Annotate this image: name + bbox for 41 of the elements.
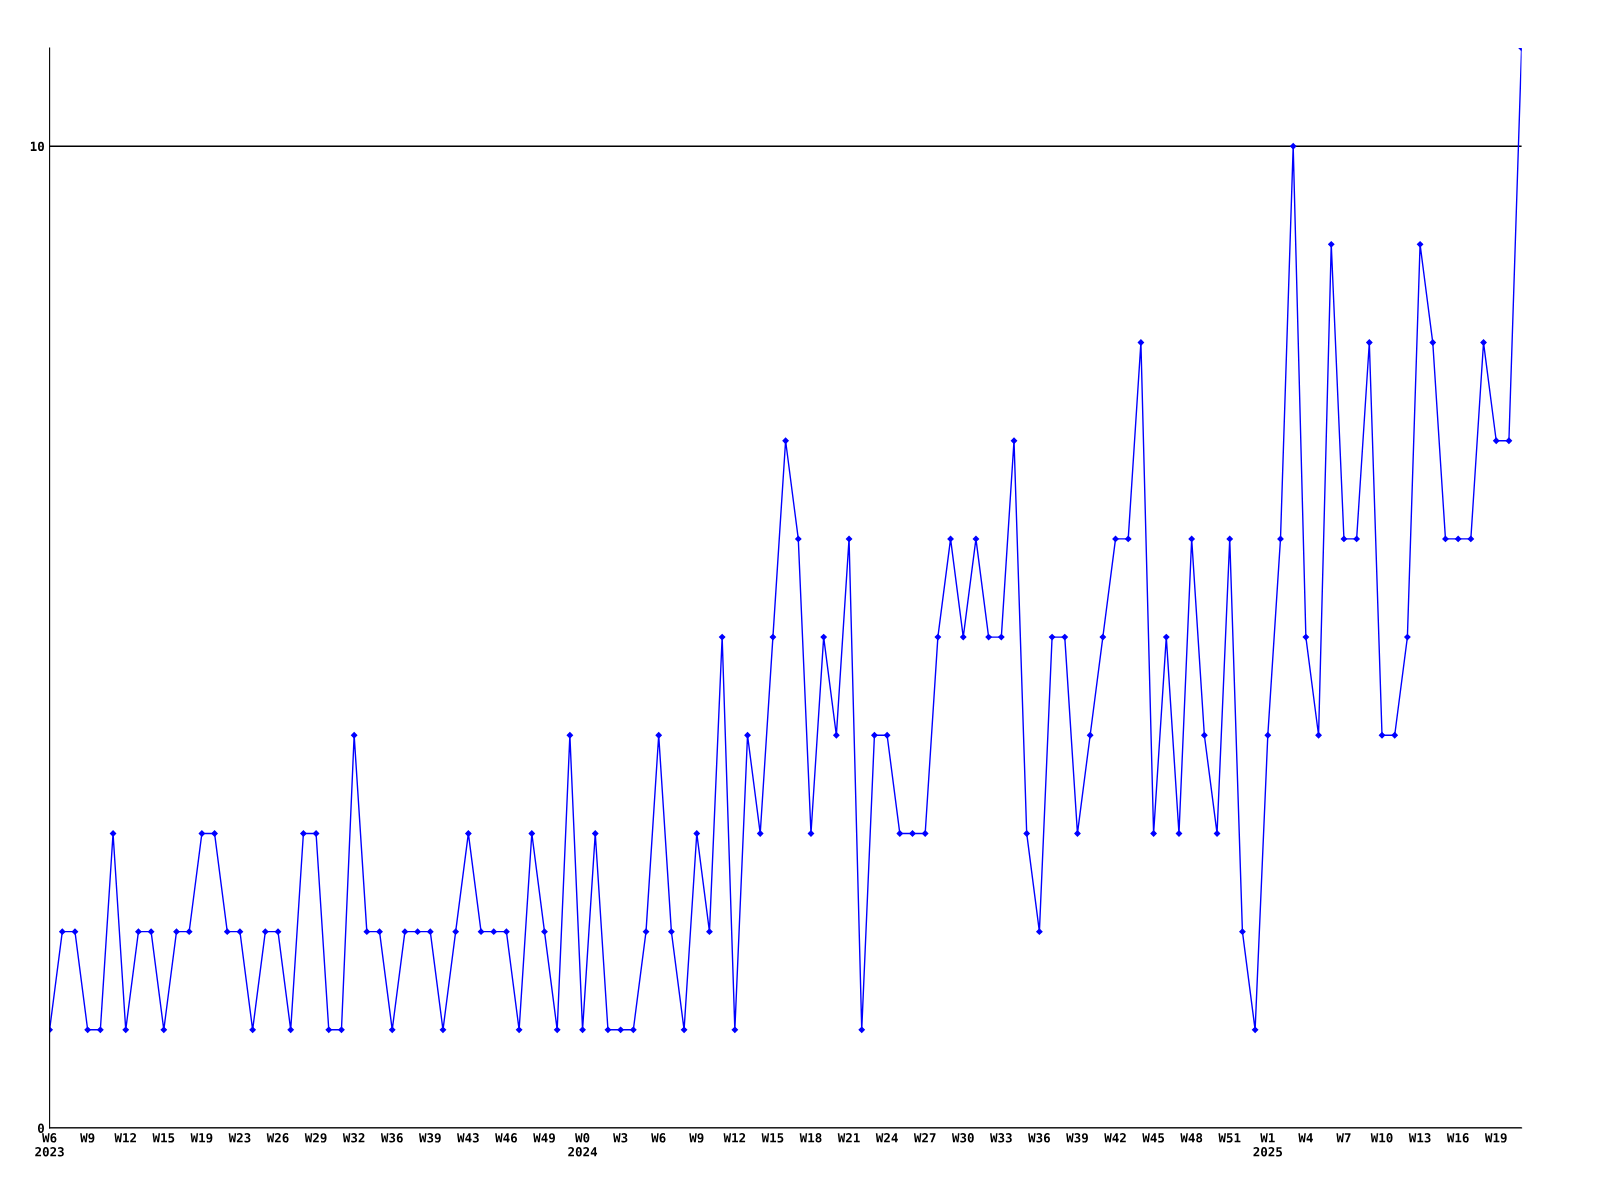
x-tick-label: W7 [1336, 1133, 1351, 1143]
x-tick-label: W6 [651, 1133, 666, 1143]
x-tick-label: W13 [1408, 1133, 1431, 1143]
x-tick-label: W36 [1028, 1133, 1050, 1143]
x-tick-label: W9 [80, 1133, 95, 1143]
x-tick-label: W26 [266, 1133, 289, 1143]
x-tick-label: W16 [1446, 1133, 1469, 1143]
x-tick-label: W10 [1370, 1133, 1393, 1143]
y-tick-label: 10 [30, 141, 44, 152]
x-tick-label: W12 [114, 1133, 136, 1143]
x-tick-label: W15 [761, 1133, 784, 1143]
x-tick-label: W15 [152, 1133, 175, 1143]
x-tick-label: W6 2023 [35, 1133, 64, 1157]
x-tick-label: W21 [837, 1133, 860, 1143]
x-tick-label: W36 [380, 1133, 403, 1143]
x-tick-label: W18 [799, 1133, 822, 1143]
x-tick-label: W33 [990, 1133, 1012, 1143]
x-tick-label: W49 [533, 1133, 555, 1143]
x-tick-label: W23 [228, 1133, 251, 1143]
y-tick-label: 0 [37, 1123, 44, 1133]
x-tick-label: W39 [1066, 1133, 1088, 1143]
x-tick-label: W39 [419, 1133, 441, 1143]
x-tick-label: W3 [613, 1133, 628, 1143]
x-tick-label: W12 [723, 1133, 746, 1143]
x-tick-label: W27 [913, 1133, 936, 1143]
x-tick-label: W48 [1180, 1133, 1203, 1143]
x-tick-label: W9 [689, 1133, 704, 1143]
x-tick-label: W1 2025 [1253, 1133, 1283, 1157]
x-tick-label: W51 [1218, 1133, 1241, 1143]
x-tick-label: W30 [951, 1133, 974, 1143]
x-tick-label: W29 [304, 1133, 327, 1143]
x-tick-label: W45 [1142, 1133, 1165, 1143]
x-tick-label: W19 [190, 1133, 213, 1143]
x-tick-label: W42 [1104, 1133, 1126, 1143]
x-tick-label: W32 [342, 1133, 365, 1143]
x-tick-label: W0 2024 [568, 1133, 598, 1157]
x-tick-label: W24 [875, 1133, 898, 1143]
x-tick-label: W19 [1484, 1133, 1507, 1143]
x-tick-label: W43 [457, 1133, 479, 1143]
x-tick-label: W4 [1298, 1133, 1313, 1143]
x-tick-label: W46 [495, 1133, 518, 1143]
